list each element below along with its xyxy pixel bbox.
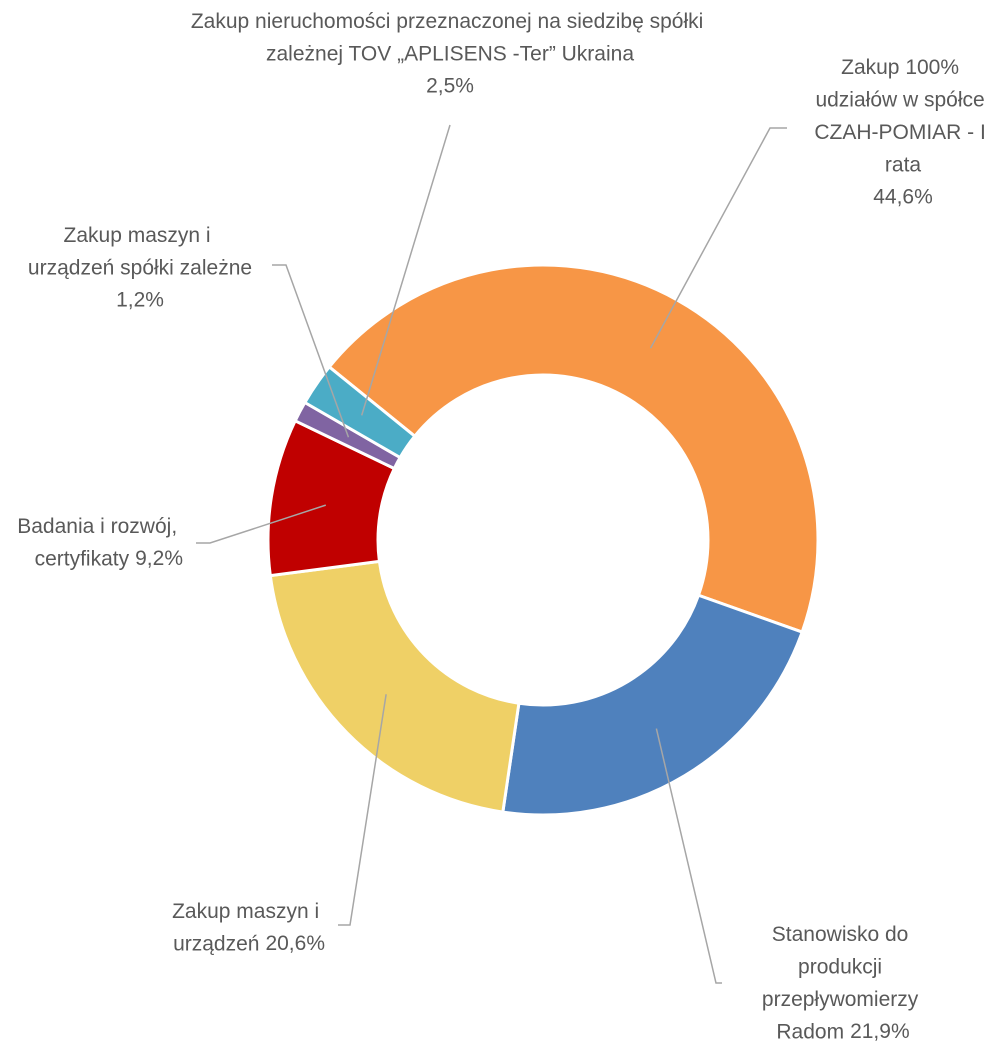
slice-label: Zakup nieruchomości przeznaczonej na sie… — [191, 10, 709, 66]
label-line: Stanowisko do — [772, 923, 914, 946]
leader-line — [196, 504, 327, 544]
label-line: zależnej TOV „APLISENS -Ter” Ukraina — [266, 42, 634, 65]
slice-label: Badania i rozwój, certyfikaty — [17, 515, 183, 571]
leader-line — [338, 694, 387, 926]
label-line: Radom — [776, 1020, 844, 1042]
label-line: Zakup 100% — [841, 56, 965, 79]
slice-label: Zakup maszyn i urządzeń — [172, 900, 325, 956]
label-line: urządzeń spółki zależne — [28, 256, 252, 279]
value-label: 2,5% — [426, 75, 474, 98]
label-line: urządzeń — [173, 932, 259, 955]
label-line: Zakup nieruchomości przeznaczonej na sie… — [191, 10, 709, 33]
slice-label: Zakup 100% udziałów w spółce CZAH-POMIAR… — [814, 56, 991, 177]
donut-segment — [268, 559, 521, 814]
label-line: certyfikaty — [35, 547, 130, 570]
value-label: 21,9% — [850, 1020, 910, 1042]
slice-label: Stanowisko do produkcji przepływomierzy … — [762, 923, 924, 1042]
donut-segment — [327, 263, 820, 634]
label-line: produkcji — [798, 955, 888, 978]
donut-segment — [501, 593, 805, 817]
value-label: 44,6% — [873, 186, 933, 209]
leader-line — [649, 127, 787, 349]
donut-segment — [302, 364, 417, 460]
leader-line — [360, 124, 451, 416]
label-line: przepływomierzy — [762, 988, 924, 1011]
label-line: Zakup maszyn i — [172, 900, 325, 923]
slice-label: Zakup maszyn i urządzeń spółki zależne — [28, 224, 252, 280]
value-label: 1,2% — [116, 289, 164, 312]
label-line: rata — [885, 153, 922, 176]
leader-line — [655, 728, 722, 984]
value-label: 20,6% — [265, 932, 325, 955]
label-line: Badania i rozwój, — [17, 515, 183, 538]
leader-line — [272, 264, 350, 438]
label-line: Zakup maszyn i — [64, 224, 217, 247]
value-label: 9,2% — [135, 547, 183, 570]
label-line: udziałów w spółce — [815, 88, 990, 111]
label-line: CZAH-POMIAR - I — [814, 121, 991, 144]
